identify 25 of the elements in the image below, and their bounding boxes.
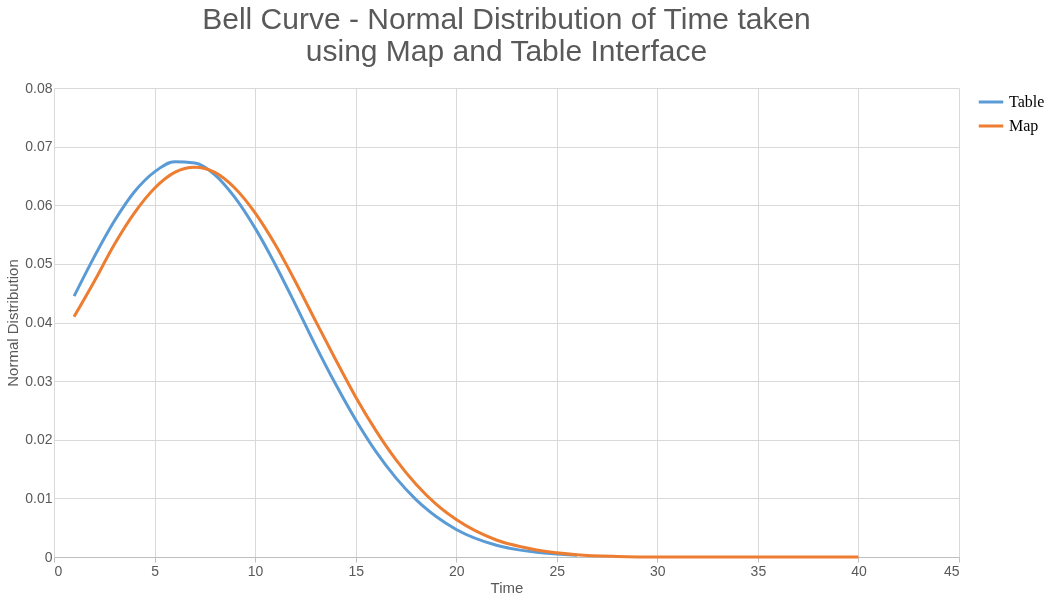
y-tick-label: 0.08 bbox=[25, 79, 53, 96]
x-axis-title: Time bbox=[490, 578, 524, 596]
x-tick-label: 35 bbox=[750, 562, 767, 579]
x-tick-label: 15 bbox=[348, 562, 365, 579]
line-series bbox=[72, 165, 860, 559]
chart-title: Bell Curve - Normal Distribution of Time taken using Map and Table Interface bbox=[202, 2, 811, 67]
y-tick-label: 0.03 bbox=[25, 372, 53, 389]
y-tick-label: 0.07 bbox=[25, 138, 53, 155]
legend-label: Table bbox=[1009, 93, 1045, 110]
x-tick-label: 25 bbox=[549, 562, 566, 579]
x-tick-label: 40 bbox=[851, 562, 867, 579]
x-tick-label: 5 bbox=[151, 562, 160, 579]
y-tick-label: 0.04 bbox=[25, 314, 53, 330]
y-tick-label: 0.05 bbox=[25, 255, 53, 272]
y-tick-label: 0.06 bbox=[25, 196, 53, 213]
line-series bbox=[72, 160, 579, 557]
y-tick-label: 0.02 bbox=[25, 431, 53, 448]
y-tick-label: 0 bbox=[44, 548, 53, 565]
x-tick-label: 30 bbox=[650, 562, 666, 579]
legend-label: Map bbox=[1009, 117, 1039, 135]
y-tick-label: 0.01 bbox=[25, 489, 53, 506]
x-tick-label: 10 bbox=[247, 562, 264, 579]
y-axis-title: Normal Distribution bbox=[4, 259, 22, 387]
x-tick-label: 45 bbox=[943, 562, 960, 579]
x-tick-label: 20 bbox=[448, 562, 465, 579]
